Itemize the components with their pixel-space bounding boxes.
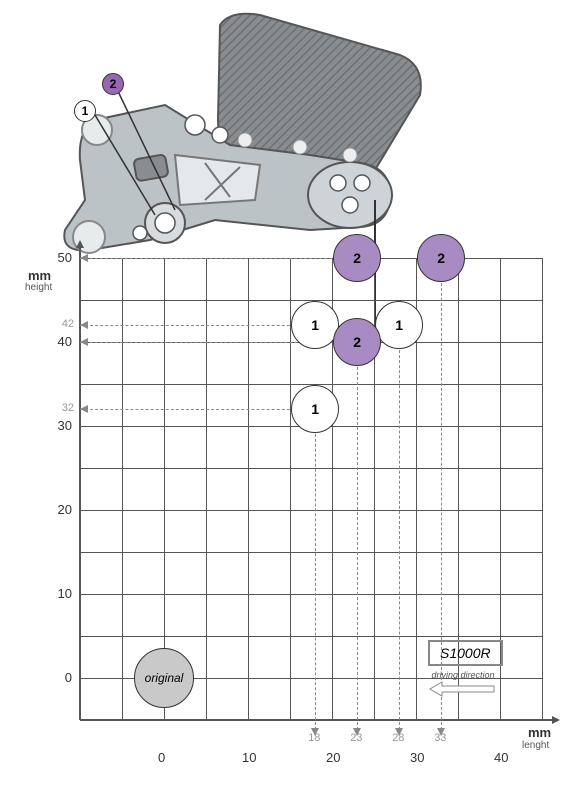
driving-direction: driving direction xyxy=(428,670,498,698)
chart-circle: original xyxy=(134,648,194,708)
position-chart: mm height mm lenght original111222 S1000… xyxy=(0,270,570,800)
callout-2-label: 2 xyxy=(110,77,117,91)
x-axis-label: mm xyxy=(528,725,551,740)
y-tick: 0 xyxy=(65,670,72,685)
y-tick: 30 xyxy=(58,418,72,433)
x-tick-minor: 33 xyxy=(434,732,446,744)
x-tick: 20 xyxy=(326,750,340,765)
chart-circle: 2 xyxy=(417,234,465,282)
rearset-drawing: 1 2 xyxy=(30,5,430,265)
callout-2: 2 xyxy=(102,73,124,95)
x-tick: 10 xyxy=(242,750,256,765)
y-axis-label: mm xyxy=(28,268,51,283)
y-axis-sublabel: height xyxy=(25,282,52,293)
y-tick: 10 xyxy=(58,586,72,601)
y-tick: 40 xyxy=(58,334,72,349)
x-tick: 30 xyxy=(410,750,424,765)
y-tick-minor: 42 xyxy=(62,318,74,330)
x-axis-sublabel: lenght xyxy=(522,740,549,751)
x-tick: 0 xyxy=(158,750,165,765)
model-label: S1000R xyxy=(440,645,491,661)
x-tick: 40 xyxy=(494,750,508,765)
x-tick-minor: 28 xyxy=(392,732,404,744)
model-label-box: S1000R xyxy=(428,640,503,666)
x-tick-minor: 18 xyxy=(308,732,320,744)
callout-1: 1 xyxy=(74,100,96,122)
callout-1-label: 1 xyxy=(82,104,89,118)
y-tick: 50 xyxy=(58,250,72,265)
chart-circle: 2 xyxy=(333,318,381,366)
y-tick: 20 xyxy=(58,502,72,517)
chart-circle: 2 xyxy=(333,234,381,282)
y-tick-minor: 32 xyxy=(62,402,74,414)
direction-label: driving direction xyxy=(431,670,494,680)
x-tick-minor: 23 xyxy=(350,732,362,744)
